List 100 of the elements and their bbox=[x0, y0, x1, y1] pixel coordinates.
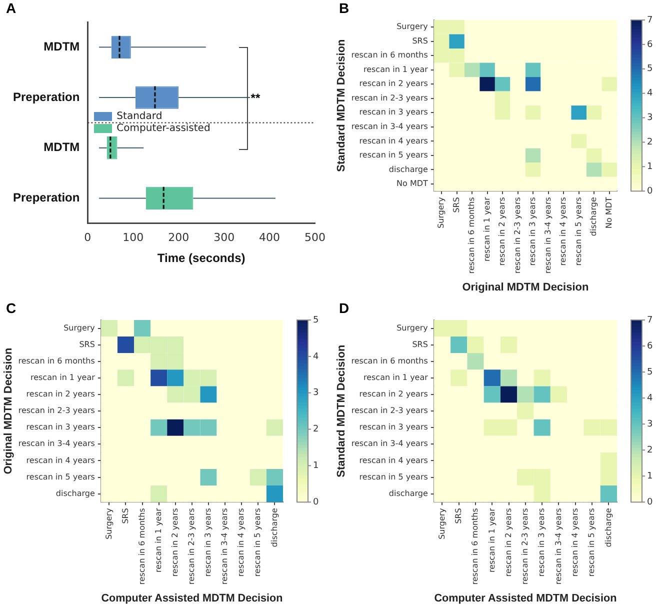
color-bar-label: 3 bbox=[313, 388, 319, 398]
color-bar-label: 2 bbox=[647, 445, 653, 456]
y-tick-label: No MDT bbox=[396, 179, 428, 188]
annotation: ** bbox=[250, 90, 260, 105]
x-tick-label: No MDT bbox=[604, 196, 614, 228]
x-axis-title: Computer Assisted MDTM Decision bbox=[101, 592, 283, 604]
x-axis-title: Time (seconds) bbox=[157, 251, 246, 266]
y-tick-label: rescan in 2 years bbox=[359, 390, 428, 399]
chart-title: D bbox=[339, 300, 350, 316]
x-tick-label: 300 bbox=[214, 230, 235, 244]
chart-title: C bbox=[6, 300, 16, 316]
x-tick-label: 0 bbox=[84, 230, 92, 244]
y-tick-label: rescan in 3 years bbox=[26, 422, 95, 432]
y-tick-label: rescan in 2 years bbox=[359, 79, 428, 88]
x-tick-label: rescan in 2-3 years bbox=[187, 508, 196, 585]
y-axis-title: Original MDTM Decision bbox=[2, 348, 15, 474]
x-tick-label: discharge bbox=[270, 508, 279, 548]
y-tick-label: rescan in 3-4 years bbox=[18, 439, 95, 448]
x-tick-label: rescan in 6 months bbox=[467, 197, 476, 274]
x-tick-label: rescan in 6 months bbox=[470, 508, 480, 585]
chart-title: A bbox=[6, 0, 16, 16]
y-tick-label: Preperation bbox=[13, 90, 80, 104]
color-bar-label: 1 bbox=[647, 162, 653, 172]
y-tick-label: rescan in 5 years bbox=[359, 150, 428, 160]
y-tick-label: rescan in 4 years bbox=[26, 456, 95, 465]
y-tick-label: rescan in 6 months bbox=[351, 356, 428, 366]
y-tick-label: rescan in 4 years bbox=[359, 456, 428, 465]
x-tick-label: SRS bbox=[452, 197, 461, 213]
y-tick-label: rescan in 6 months bbox=[18, 356, 95, 366]
y-tick-label: discharge bbox=[388, 488, 428, 498]
color-bar-label: 3 bbox=[647, 419, 653, 430]
color-bar-label: 0 bbox=[647, 186, 653, 196]
x-tick-label: rescan in 2 years bbox=[504, 508, 513, 577]
y-tick-label: rescan in 1 year bbox=[363, 373, 429, 382]
color-bar-label: 4 bbox=[313, 352, 319, 362]
y-tick-label: discharge bbox=[388, 164, 428, 174]
color-bar-label: 6 bbox=[647, 341, 653, 352]
x-tick-label: rescan in 4 years bbox=[570, 508, 580, 577]
y-tick-label: rescan in 1 year bbox=[363, 64, 429, 74]
y-tick-label: rescan in 6 months bbox=[351, 50, 428, 60]
x-tick-label: rescan in 3 years bbox=[204, 508, 213, 577]
color-bar-label: 4 bbox=[647, 88, 653, 99]
y-tick-label: rescan in 3-4 years bbox=[351, 439, 428, 448]
x-tick-label: rescan in 3-4 years bbox=[220, 508, 230, 585]
x-axis-title: Original MDTM Decision bbox=[462, 281, 589, 294]
color-bar-label: 7 bbox=[647, 15, 653, 26]
x-tick-label: rescan in 2-3 years bbox=[512, 197, 522, 274]
color-bar-label: 0 bbox=[647, 497, 653, 508]
chart-title: B bbox=[339, 0, 350, 16]
y-tick-label: rescan in 3 years bbox=[359, 108, 428, 117]
x-tick-label: 100 bbox=[122, 230, 144, 244]
x-tick-label: rescan in 5 years bbox=[574, 197, 583, 266]
y-tick-label: SRS bbox=[412, 340, 428, 349]
x-tick-label: rescan in 2 years bbox=[498, 197, 507, 266]
y-axis-title: Standard MDTM Decision bbox=[336, 344, 348, 478]
x-tick-label: rescan in 6 months bbox=[137, 508, 146, 585]
color-bar-label: 5 bbox=[647, 367, 653, 378]
y-axis-title: Standard MDTM Decision bbox=[336, 38, 348, 172]
y-tick-label: MDTM bbox=[44, 39, 80, 54]
y-tick-label: Surgery bbox=[396, 323, 428, 332]
y-tick-label: discharge bbox=[56, 488, 95, 498]
color-bar-label: 5 bbox=[647, 64, 653, 74]
x-tick-label: SRS bbox=[120, 508, 130, 524]
y-tick-label: Surgery bbox=[396, 22, 428, 32]
color-bar-label: 2 bbox=[647, 138, 653, 148]
y-tick-label: rescan in 2 years bbox=[26, 390, 95, 399]
color-bar-label: 2 bbox=[313, 424, 319, 435]
color-bar-label: 0 bbox=[313, 497, 319, 508]
x-tick-label: rescan in 5 years bbox=[253, 508, 262, 577]
x-tick-label: rescan in 1 year bbox=[487, 507, 496, 573]
x-tick-label: rescan in 2-3 years bbox=[520, 508, 530, 585]
x-tick-label: rescan in 5 years bbox=[587, 508, 596, 577]
y-tick-label: MDTM bbox=[44, 140, 80, 154]
x-tick-label: rescan in 4 years bbox=[236, 508, 246, 577]
y-tick-label: rescan in 3 years bbox=[359, 422, 428, 432]
x-axis-title: Computer Assisted MDTM Decision bbox=[434, 592, 617, 604]
x-tick-label: rescan in 3 years bbox=[528, 197, 538, 266]
y-tick-label: rescan in 2-3 years bbox=[351, 406, 428, 416]
x-tick-label: discharge bbox=[604, 508, 613, 548]
x-tick-label: 500 bbox=[304, 230, 326, 244]
y-tick-label: rescan in 4 years bbox=[359, 136, 428, 146]
x-tick-label: discharge bbox=[589, 197, 598, 236]
x-tick-label: rescan in 3 years bbox=[537, 508, 546, 577]
legend-label: Standard bbox=[116, 111, 162, 122]
color-bar-label: 7 bbox=[647, 315, 653, 326]
legend-label: Computer-assisted bbox=[116, 123, 210, 134]
x-tick-label: rescan in 2 years bbox=[170, 508, 180, 577]
x-tick-label: 200 bbox=[168, 230, 190, 244]
y-tick-label: Surgery bbox=[64, 323, 96, 332]
x-tick-label: rescan in 1 year bbox=[482, 196, 492, 262]
y-tick-label: SRS bbox=[412, 36, 428, 46]
y-tick-label: rescan in 1 year bbox=[30, 373, 96, 382]
color-bar-label: 4 bbox=[647, 393, 653, 404]
x-tick-label: rescan in 1 year bbox=[154, 507, 163, 573]
x-tick-label: SRS bbox=[454, 508, 463, 524]
color-bar-label: 1 bbox=[313, 461, 319, 472]
x-tick-label: rescan in 3-4 years bbox=[543, 197, 552, 274]
y-tick-label: Preperation bbox=[13, 190, 80, 205]
color-bar-label: 1 bbox=[647, 471, 653, 482]
x-tick-label: 400 bbox=[259, 230, 280, 244]
